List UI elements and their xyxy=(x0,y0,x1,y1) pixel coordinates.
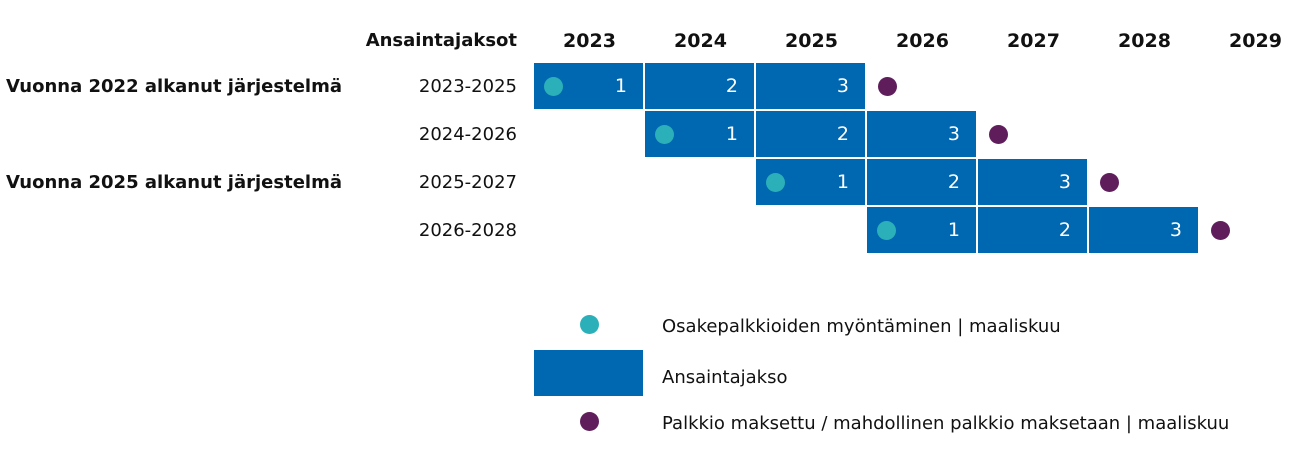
period-label: 2023-2025 xyxy=(418,76,517,97)
period-label: 2025-2027 xyxy=(418,172,517,193)
periods-header: Ansaintajaksot xyxy=(365,30,517,51)
period-year-cell: 2 xyxy=(978,207,1087,253)
period-label: 2026-2028 xyxy=(418,220,517,241)
period-year-cell: 3 xyxy=(756,63,865,109)
legend-grant-label: Osakepalkkioiden myöntäminen | maaliskuu xyxy=(662,316,1061,337)
year-header: 2029 xyxy=(1229,30,1282,52)
system-label: Vuonna 2022 alkanut järjestelmä xyxy=(6,76,342,97)
legend-payout-label: Palkkio maksettu / mahdollinen palkkio m… xyxy=(662,413,1230,434)
legend-payout-dot-icon xyxy=(580,412,599,431)
period-year-cell: 3 xyxy=(1089,207,1198,253)
year-header: 2024 xyxy=(674,30,727,52)
grant-dot-icon xyxy=(877,221,896,240)
payout-dot-icon xyxy=(1100,173,1119,192)
year-header: 2023 xyxy=(563,30,616,52)
period-year-cell: 2 xyxy=(645,63,754,109)
system-label: Vuonna 2025 alkanut järjestelmä xyxy=(6,172,342,193)
year-header: 2027 xyxy=(1007,30,1060,52)
period-year-cell: 2 xyxy=(756,111,865,157)
period-label: 2024-2026 xyxy=(418,124,517,145)
period-year-cell: 3 xyxy=(978,159,1087,205)
period-year-cell: 2 xyxy=(867,159,976,205)
payout-dot-icon xyxy=(989,125,1008,144)
year-header: 2026 xyxy=(896,30,949,52)
payout-dot-icon xyxy=(1211,221,1230,240)
payout-dot-icon xyxy=(878,77,897,96)
legend-period-label: Ansaintajakso xyxy=(662,367,788,388)
year-header: 2025 xyxy=(785,30,838,52)
grant-dot-icon xyxy=(544,77,563,96)
period-year-cell: 3 xyxy=(867,111,976,157)
year-header: 2028 xyxy=(1118,30,1171,52)
legend-grant-dot-icon xyxy=(580,315,599,334)
grant-dot-icon xyxy=(655,125,674,144)
grant-dot-icon xyxy=(766,173,785,192)
legend-period-swatch xyxy=(534,350,643,396)
